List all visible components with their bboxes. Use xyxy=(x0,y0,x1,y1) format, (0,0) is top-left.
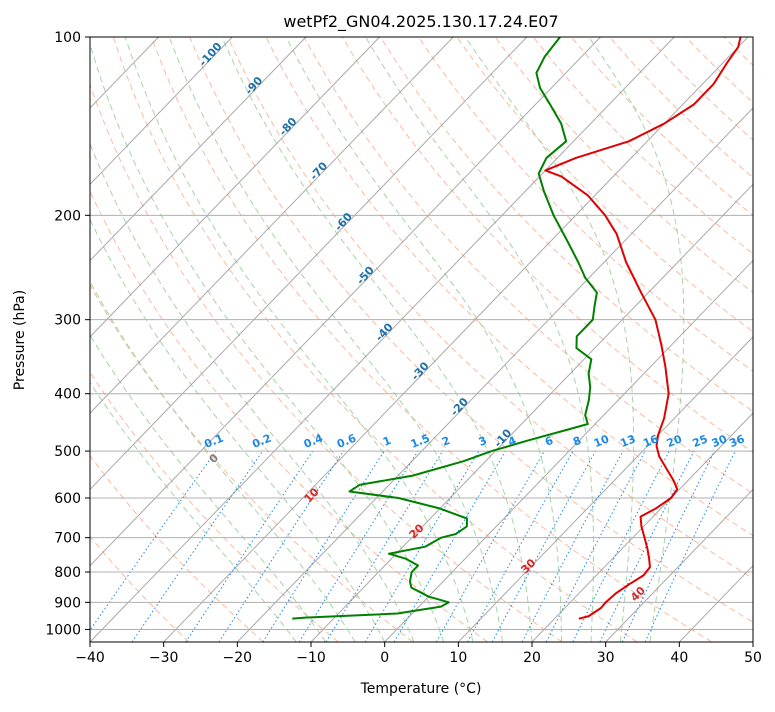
mixing-ratio-line xyxy=(325,450,444,642)
y-tick-label: 100 xyxy=(54,30,81,46)
mixing-ratio-line xyxy=(298,450,419,642)
y-tick-label: 1000 xyxy=(45,622,81,638)
isotherm xyxy=(457,336,753,642)
chart-title: wetPf2_GN04.2025.130.17.24.E07 xyxy=(283,12,558,32)
mixing-ratio-label: 20 xyxy=(665,432,684,450)
sounding-profiles xyxy=(292,37,742,620)
x-axis: −40 −30 −20 −10 0 10 20 30 40 50 xyxy=(75,642,762,666)
dry-adiabat xyxy=(494,37,753,294)
mixing-ratio-label: 36 xyxy=(727,432,746,450)
pressure-gridlines xyxy=(90,37,753,630)
mixing-ratio-label: 25 xyxy=(691,432,710,450)
dry-adiabat xyxy=(303,37,753,495)
mixing-ratio-line xyxy=(90,450,217,632)
y-axis: 100 200 300 400 500 600 700 800 900 1000 xyxy=(45,30,90,638)
dry-adiabat xyxy=(151,37,712,642)
y-tick-label: 900 xyxy=(54,595,81,611)
y-tick-label: 500 xyxy=(54,444,81,460)
mixing-ratio-label: 2 xyxy=(440,434,452,449)
moist-adiabat xyxy=(90,280,356,642)
mixing-ratio-line xyxy=(467,450,574,642)
x-tick-label: 30 xyxy=(597,650,615,666)
moist-adiabat xyxy=(90,334,327,642)
x-tick-label: 10 xyxy=(449,650,467,666)
isotherm xyxy=(90,37,528,491)
y-tick-label: 400 xyxy=(54,387,81,403)
moist-adiabat xyxy=(221,37,533,642)
isotherm xyxy=(384,259,753,642)
isotherm xyxy=(90,37,675,642)
mixing-ratio-label: 8 xyxy=(571,434,583,449)
mixing-ratio-line xyxy=(621,450,716,642)
dewpoint-profile xyxy=(292,37,598,620)
x-tick-label: 20 xyxy=(523,650,541,666)
x-tick-label: −20 xyxy=(223,650,253,666)
mixing-ratio-label: 10 xyxy=(592,432,611,450)
dry-adiabat xyxy=(418,37,753,372)
isotherm xyxy=(163,37,749,642)
mixing-ratio-line xyxy=(131,450,264,642)
dry-adiabat xyxy=(90,190,488,642)
isotherm xyxy=(90,37,233,186)
isotherm xyxy=(310,183,753,642)
y-tick-label: 800 xyxy=(54,565,81,581)
moist-adiabat xyxy=(168,37,504,642)
dry-adiabat xyxy=(90,82,563,642)
mixing-ratio-line xyxy=(521,450,624,642)
isotherm xyxy=(90,37,307,262)
moist-adiabat xyxy=(90,218,386,642)
mixing-ratio-label: 3 xyxy=(477,434,489,449)
mixing-ratio-line xyxy=(364,450,480,642)
mixing-ratio-line xyxy=(393,450,507,642)
moist-adiabat xyxy=(90,42,445,642)
mixing-ratio-line xyxy=(262,450,386,642)
moist-adiabat xyxy=(124,37,474,642)
x-tick-label: 40 xyxy=(670,650,688,666)
dry-adiabat xyxy=(647,37,753,141)
y-tick-label: 600 xyxy=(54,491,81,507)
x-tick-label: 50 xyxy=(744,650,762,666)
moist-adiabat xyxy=(588,37,685,642)
dry-adiabat xyxy=(90,284,414,642)
mixing-ratio-line xyxy=(491,450,597,642)
background-lines xyxy=(90,37,753,642)
isotherm xyxy=(531,412,753,642)
mixing-ratio-label: 16 xyxy=(641,432,660,450)
isotherm xyxy=(236,107,753,642)
dry-adiabat xyxy=(265,37,753,537)
y-tick-label: 700 xyxy=(54,531,81,547)
mixing-ratio-label: 30 xyxy=(710,432,729,450)
moist-adiabat xyxy=(90,142,415,642)
x-tick-label: −40 xyxy=(75,650,105,666)
line-labels: 0.1 0.2 0.4 0.6 1 1.5 2 3 4 6 8 10 13 16 20 25 3036-100-… xyxy=(196,40,746,604)
mixing-ratio-line xyxy=(644,450,737,642)
x-tick-label: 0 xyxy=(380,650,389,666)
dry-adiabat xyxy=(189,37,753,623)
temperature-profile xyxy=(544,37,742,620)
isotherm xyxy=(605,488,753,642)
isotherm xyxy=(90,37,454,414)
mixing-ratio-line xyxy=(435,450,546,642)
x-axis-label: Temperature (°C) xyxy=(360,681,482,697)
x-tick-label: −30 xyxy=(149,650,179,666)
dry-adiabat xyxy=(227,37,753,580)
isotherm xyxy=(90,37,601,567)
y-axis-label: Pressure (hPa) xyxy=(12,290,28,390)
y-tick-label: 200 xyxy=(54,208,81,224)
mixing-ratio-label: 1 xyxy=(381,434,393,449)
moist-adiabat xyxy=(365,37,595,642)
dry-adiabat xyxy=(90,454,264,642)
moist-adiabat xyxy=(90,381,297,642)
isotherm xyxy=(90,37,380,338)
dry-adiabat xyxy=(112,37,638,642)
dry-adiabat xyxy=(570,37,753,217)
dry-adiabat xyxy=(532,37,753,255)
plot-frame xyxy=(89,36,754,643)
mixing-ratio-label: 13 xyxy=(618,432,637,450)
x-tick-label: −10 xyxy=(296,650,326,666)
y-tick-label: 300 xyxy=(54,313,81,329)
